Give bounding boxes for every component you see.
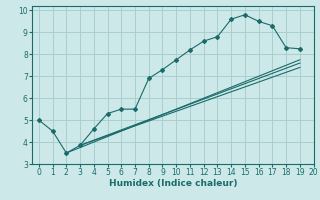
X-axis label: Humidex (Indice chaleur): Humidex (Indice chaleur) [108,179,237,188]
